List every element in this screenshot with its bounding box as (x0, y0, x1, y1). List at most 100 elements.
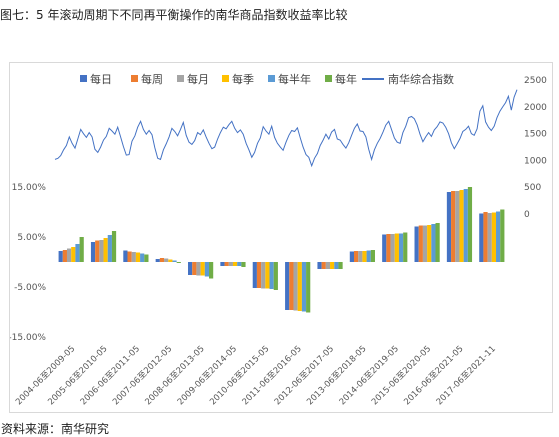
bar (446, 192, 452, 262)
right-tick-label: 0 (524, 210, 530, 220)
bar (172, 260, 177, 262)
bar (256, 262, 262, 288)
bar (483, 212, 488, 262)
bar (479, 213, 484, 262)
bar (62, 250, 67, 262)
bar (140, 253, 145, 262)
bar (192, 262, 197, 275)
legend-swatch (177, 75, 184, 82)
x-tick-label: 2009-06至2014-05 (176, 344, 239, 407)
bar (95, 240, 100, 262)
bar (390, 234, 395, 262)
bar (297, 262, 302, 311)
bars-layer (58, 187, 505, 313)
bar (265, 262, 270, 289)
bar (431, 224, 436, 262)
x-tick-label: 2008-06至2013-05 (143, 344, 206, 407)
bar (334, 262, 339, 269)
bar (301, 262, 307, 312)
bar (491, 212, 497, 262)
bar (370, 250, 375, 262)
bar (71, 247, 76, 262)
bar (220, 262, 225, 266)
bar (398, 233, 404, 262)
x-axis-labels: 2004-06至2009-052005-06至2010-052006-06至20… (14, 344, 498, 407)
bar (338, 262, 343, 269)
x-tick-label: 2005-06至2010-05 (46, 344, 109, 407)
bar-line-chart: 每日 每周 每月 每季 每半年 每年 南华综合指数 0 500 1000 1500 2000 2500… (10, 72, 547, 407)
bar (459, 190, 464, 262)
source-note: 资料来源：南华研究 (1, 422, 110, 436)
bar (269, 262, 274, 289)
bar (330, 262, 335, 269)
left-tick-label: 5.00% (17, 233, 46, 243)
right-tick-label: 2500 (524, 76, 547, 86)
bar (75, 244, 80, 262)
bar (228, 262, 233, 266)
bar (79, 237, 84, 262)
legend-label: 每季 (232, 72, 254, 86)
bar (285, 262, 290, 310)
bar (237, 262, 242, 266)
x-tick-label: 2013-06至2018-05 (305, 344, 368, 407)
legend-label: 每半年 (278, 72, 311, 86)
x-tick-label: 2004-06至2009-05 (14, 344, 77, 407)
legend-label: 南华综合指数 (388, 72, 454, 86)
bar (382, 234, 387, 262)
bar (358, 251, 363, 262)
bar (58, 251, 63, 262)
left-tick-label: -15.00% (10, 333, 46, 343)
bar (325, 262, 331, 269)
bar (414, 226, 419, 262)
left-tick-label: 15.00% (12, 183, 47, 193)
bar (467, 187, 473, 262)
chart-frame: 每日 每周 每月 每季 每半年 每年 南华综合指数 0 500 1000 1500 2000 2500… (9, 62, 553, 413)
x-tick-label: 2012-06至2017-05 (273, 344, 336, 407)
legend-swatch (80, 75, 87, 82)
x-tick-label: 2015-06至2020-05 (370, 344, 433, 407)
legend-label: 每月 (187, 72, 209, 86)
bar (366, 250, 371, 262)
bar (111, 231, 117, 262)
legend-swatch (222, 75, 229, 82)
bar (273, 262, 278, 290)
bar (261, 262, 266, 289)
bar (176, 262, 181, 263)
bar (103, 238, 108, 262)
bar (386, 234, 391, 262)
x-tick-label: 2017-06至2021-11 (435, 344, 498, 407)
bar (500, 209, 505, 262)
bar (90, 242, 96, 262)
index-line (54, 89, 518, 168)
bar (252, 262, 257, 288)
bar (353, 251, 359, 262)
left-tick-label: -5.00% (14, 283, 46, 293)
bar (209, 262, 214, 279)
bar (455, 191, 460, 262)
legend-label: 每周 (141, 72, 163, 86)
bar (463, 189, 468, 262)
x-tick-label: 2006-06至2011-05 (79, 344, 142, 407)
bar (427, 225, 432, 262)
bar (418, 225, 423, 262)
bar (66, 248, 72, 262)
bar (394, 233, 399, 262)
legend-label: 每日 (90, 72, 112, 86)
bar (496, 211, 501, 262)
legend-swatch (268, 75, 275, 82)
bar (127, 251, 132, 262)
bar (168, 259, 173, 262)
x-tick-label: 2016-06至2021-05 (402, 344, 465, 407)
bar (188, 262, 193, 275)
x-tick-label: 2014-06至2019-05 (338, 344, 401, 407)
legend-swatch (131, 75, 138, 82)
legend: 每日 每周 每月 每季 每半年 每年 南华综合指数 (80, 72, 454, 86)
x-tick-label: 2007-06至2012-05 (111, 344, 174, 407)
legend-swatch (325, 75, 332, 82)
bar (487, 213, 492, 262)
bar (107, 235, 112, 262)
bar (159, 258, 165, 262)
bar (204, 262, 210, 277)
right-tick-label: 1000 (524, 156, 547, 166)
bar (232, 262, 238, 266)
